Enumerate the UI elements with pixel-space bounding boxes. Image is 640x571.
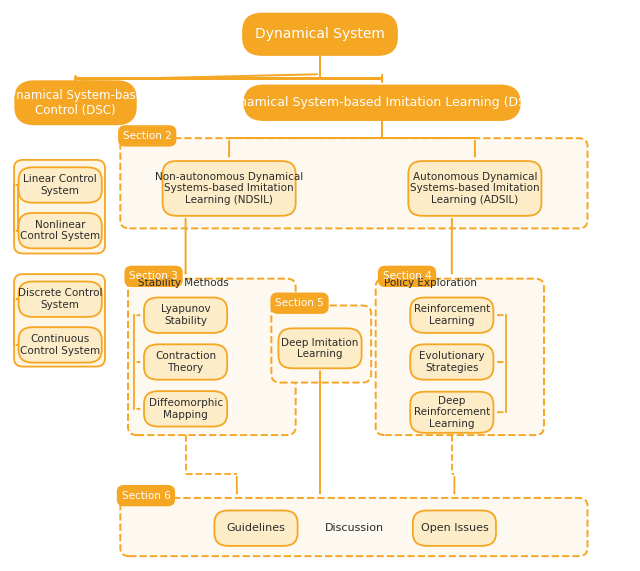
FancyBboxPatch shape: [19, 213, 102, 248]
FancyBboxPatch shape: [14, 160, 105, 254]
Text: Non-autonomous Dynamical
Systems-based Imitation
Learning (NDSIL): Non-autonomous Dynamical Systems-based I…: [155, 172, 303, 205]
Text: Policy Exploration: Policy Exploration: [384, 278, 477, 288]
FancyBboxPatch shape: [410, 297, 493, 333]
Text: Stability Methods: Stability Methods: [138, 278, 228, 288]
FancyBboxPatch shape: [243, 14, 397, 55]
Text: Dynamical System: Dynamical System: [255, 27, 385, 41]
FancyBboxPatch shape: [120, 138, 588, 228]
FancyBboxPatch shape: [15, 82, 136, 124]
FancyBboxPatch shape: [278, 328, 362, 368]
FancyBboxPatch shape: [119, 126, 175, 146]
FancyBboxPatch shape: [413, 510, 496, 546]
FancyBboxPatch shape: [144, 297, 227, 333]
FancyBboxPatch shape: [163, 161, 296, 216]
Text: Dynamical System-based
Control (DSC): Dynamical System-based Control (DSC): [0, 89, 151, 117]
FancyBboxPatch shape: [14, 274, 105, 367]
FancyBboxPatch shape: [410, 392, 493, 433]
FancyBboxPatch shape: [376, 279, 544, 435]
Text: Linear Control
System: Linear Control System: [23, 174, 97, 196]
Text: Section 5: Section 5: [275, 298, 324, 308]
Text: Section 2: Section 2: [123, 131, 172, 141]
Text: Deep
Reinforcement
Learning: Deep Reinforcement Learning: [413, 396, 490, 429]
Text: Discrete Control
System: Discrete Control System: [18, 288, 102, 310]
Text: Section 6: Section 6: [122, 490, 170, 501]
Text: Continuous
Control System: Continuous Control System: [20, 334, 100, 356]
FancyBboxPatch shape: [125, 267, 182, 286]
Text: Nonlinear
Control System: Nonlinear Control System: [20, 220, 100, 242]
FancyBboxPatch shape: [379, 267, 435, 286]
FancyBboxPatch shape: [244, 86, 520, 120]
Text: Guidelines: Guidelines: [227, 523, 285, 533]
FancyBboxPatch shape: [118, 486, 174, 505]
Text: Autonomous Dynamical
Systems-based Imitation
Learning (ADSIL): Autonomous Dynamical Systems-based Imita…: [410, 172, 540, 205]
FancyBboxPatch shape: [214, 510, 298, 546]
Text: Lyapunov
Stability: Lyapunov Stability: [161, 304, 211, 326]
FancyBboxPatch shape: [120, 498, 588, 556]
FancyBboxPatch shape: [271, 293, 328, 313]
Text: Discussion: Discussion: [325, 523, 384, 533]
FancyBboxPatch shape: [271, 305, 371, 383]
Text: Deep Imitation
Learning: Deep Imitation Learning: [282, 337, 358, 359]
Text: Section 3: Section 3: [129, 271, 178, 282]
FancyBboxPatch shape: [144, 344, 227, 380]
Text: Reinforcement
Learning: Reinforcement Learning: [413, 304, 490, 326]
Text: Section 4: Section 4: [383, 271, 431, 282]
Text: Dynamical System-based Imitation Learning (DSIL): Dynamical System-based Imitation Learnin…: [222, 96, 542, 109]
FancyBboxPatch shape: [19, 282, 102, 317]
Text: Evolutionary
Strategies: Evolutionary Strategies: [419, 351, 484, 373]
Text: Open Issues: Open Issues: [420, 523, 488, 533]
FancyBboxPatch shape: [144, 391, 227, 427]
Text: Diffeomorphic
Mapping: Diffeomorphic Mapping: [148, 398, 223, 420]
FancyBboxPatch shape: [408, 161, 541, 216]
FancyBboxPatch shape: [19, 167, 102, 203]
FancyBboxPatch shape: [128, 279, 296, 435]
FancyBboxPatch shape: [19, 327, 102, 363]
Text: Contraction
Theory: Contraction Theory: [155, 351, 216, 373]
FancyBboxPatch shape: [410, 344, 493, 380]
